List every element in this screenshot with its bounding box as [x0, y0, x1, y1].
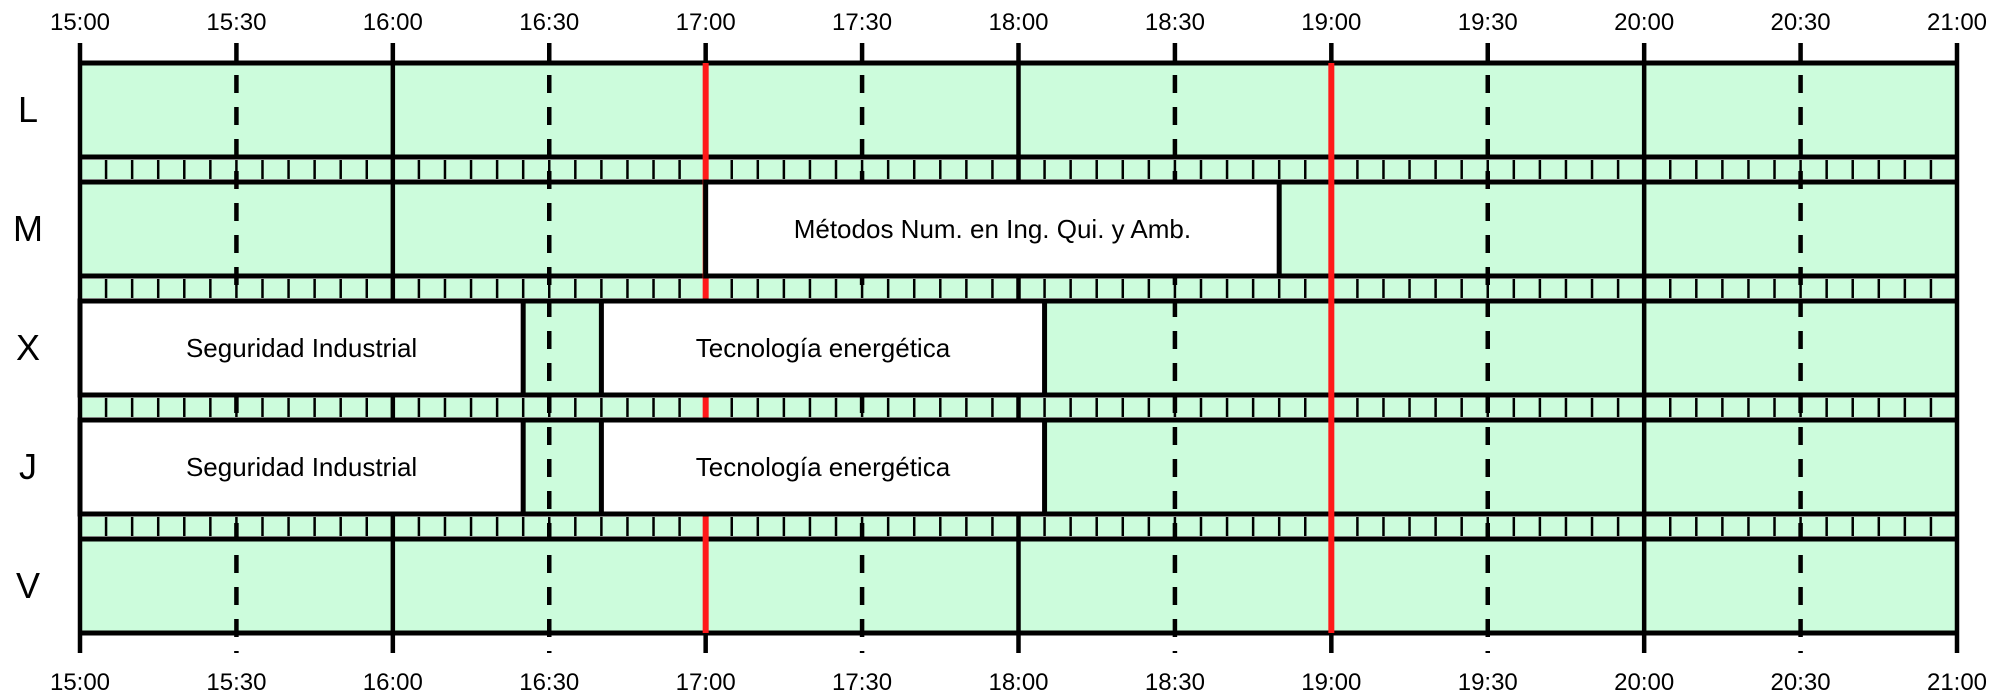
time-tick-top: 15:00 — [50, 9, 110, 36]
class-block[interactable]: Seguridad Industrial — [77, 417, 526, 517]
time-tick-bottom: 21:00 — [1927, 669, 1987, 696]
class-block[interactable]: Tecnología energética — [598, 417, 1048, 517]
day-label: X — [16, 327, 40, 368]
time-tick-top: 18:00 — [988, 9, 1048, 36]
time-tick-top: 17:30 — [832, 9, 892, 36]
time-tick-bottom: 17:30 — [832, 669, 892, 696]
time-tick-top: 20:30 — [1771, 9, 1831, 36]
class-name: Tecnología energética — [696, 452, 951, 482]
time-tick-bottom: 18:00 — [988, 669, 1048, 696]
time-tick-top: 15:30 — [206, 9, 266, 36]
class-block[interactable]: Tecnología energética — [598, 298, 1048, 398]
time-tick-bottom: 16:00 — [363, 669, 423, 696]
time-tick-bottom: 19:00 — [1301, 669, 1361, 696]
time-tick-bottom: 20:30 — [1771, 669, 1831, 696]
day-label: L — [18, 89, 38, 130]
time-tick-top: 18:30 — [1145, 9, 1205, 36]
class-name: Tecnología energética — [696, 333, 951, 363]
time-tick-bottom: 15:30 — [206, 669, 266, 696]
day-label: M — [13, 208, 43, 249]
time-tick-bottom: 18:30 — [1145, 669, 1205, 696]
time-tick-top: 19:00 — [1301, 9, 1361, 36]
day-label: J — [19, 446, 37, 487]
class-name: Métodos Num. en Ing. Qui. y Amb. — [794, 214, 1191, 244]
time-tick-top: 16:30 — [519, 9, 579, 36]
class-block[interactable]: Seguridad Industrial — [77, 298, 526, 398]
time-tick-bottom: 17:00 — [676, 669, 736, 696]
time-tick-bottom: 20:00 — [1614, 669, 1674, 696]
day-label: V — [16, 565, 40, 606]
time-tick-top: 21:00 — [1927, 9, 1987, 36]
time-tick-top: 17:00 — [676, 9, 736, 36]
time-tick-bottom: 19:30 — [1458, 669, 1518, 696]
class-name: Seguridad Industrial — [186, 333, 417, 363]
time-tick-top: 16:00 — [363, 9, 423, 36]
time-tick-top: 20:00 — [1614, 9, 1674, 36]
time-tick-bottom: 16:30 — [519, 669, 579, 696]
class-name: Seguridad Industrial — [186, 452, 417, 482]
time-tick-bottom: 15:00 — [50, 669, 110, 696]
time-tick-top: 19:30 — [1458, 9, 1518, 36]
class-block[interactable]: Métodos Num. en Ing. Qui. y Amb. — [703, 179, 1282, 279]
